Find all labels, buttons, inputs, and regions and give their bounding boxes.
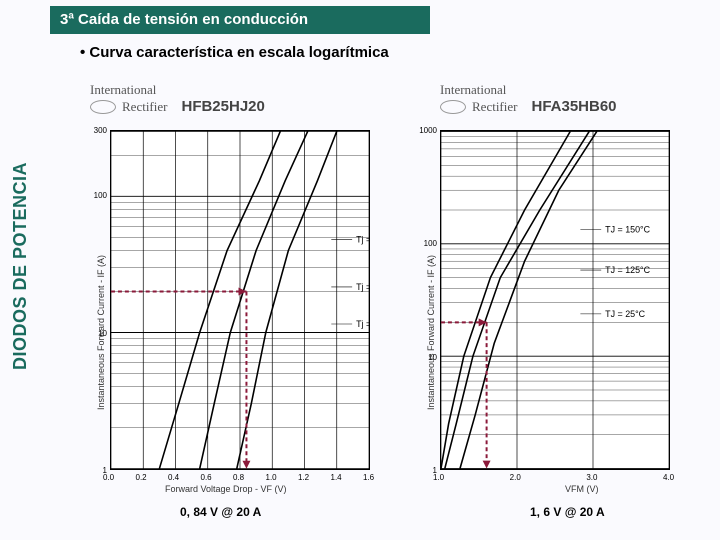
svg-text:Tj = 125°C: Tj = 125°C	[356, 235, 369, 245]
svg-text:TJ = 25°C: TJ = 25°C	[605, 309, 646, 319]
svg-text:Tj = 25°C: Tj = 25°C	[356, 282, 369, 292]
right-logo-group-2: Rectifier HFA35HB60	[440, 98, 617, 115]
right-caption: 1, 6 V @ 20 A	[530, 505, 605, 519]
svg-text:Tj = -55°C: Tj = -55°C	[356, 319, 369, 329]
left-caption: 0, 84 V @ 20 A	[180, 505, 261, 519]
section-title: 3ª Caída de tensión en conducción	[60, 11, 308, 28]
logo-text-left-2: Rectifier	[122, 99, 167, 115]
left-part-number: HFB25HJ20	[181, 98, 264, 115]
logo-text-right: International	[440, 82, 506, 98]
left-logo-group-2: Rectifier HFB25HJ20	[90, 98, 265, 115]
logo-swirl-icon	[440, 100, 466, 114]
left-ylabel: Instantaneous Forward Current - IF (A)	[96, 255, 106, 410]
logo-swirl-icon	[90, 100, 116, 114]
left-xlabel: Forward Voltage Drop - VF (V)	[165, 484, 287, 494]
right-ylabel: Instantaneous Forward Current - IF (A)	[426, 255, 436, 410]
right-xlabel: VFM (V)	[565, 484, 599, 494]
left-chart: Tj = 125°CTj = 25°CTj = -55°C0.00.20.40.…	[110, 130, 370, 470]
svg-text:TJ = 125°C: TJ = 125°C	[605, 265, 650, 275]
side-label: DIODOS DE POTENCIA	[10, 162, 31, 370]
logo-text-left: International	[90, 82, 156, 98]
right-part-number: HFA35HB60	[531, 98, 616, 115]
svg-text:TJ = 150°C: TJ = 150°C	[605, 225, 650, 235]
right-chart: TJ = 150°CTJ = 125°CTJ = 25°C1.02.03.04.…	[440, 130, 670, 470]
left-logo-group: International	[90, 82, 156, 98]
logo-text-right-2: Rectifier	[472, 99, 517, 115]
section-subtitle: • Curva característica en escala logarít…	[80, 44, 389, 61]
right-logo-group: International	[440, 82, 506, 98]
section-title-bar: 3ª Caída de tensión en conducción	[50, 6, 430, 34]
